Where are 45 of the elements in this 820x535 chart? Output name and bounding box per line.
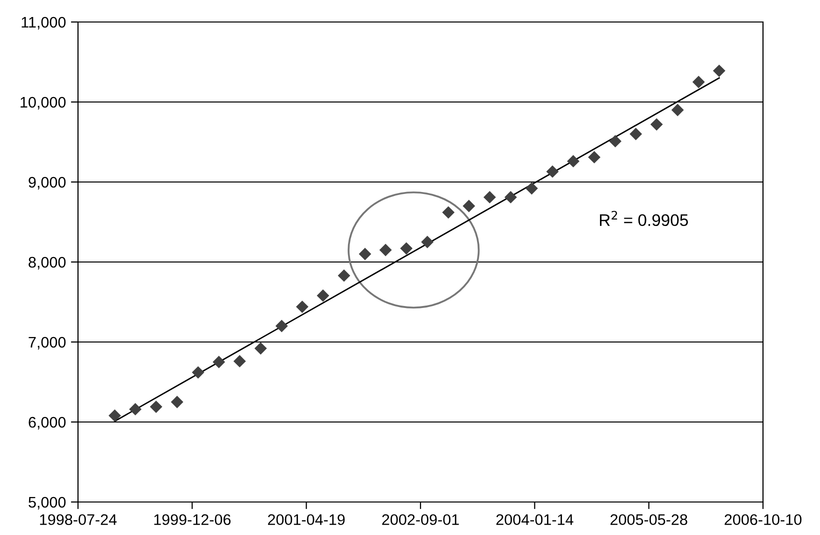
point bbox=[358, 248, 372, 260]
point bbox=[421, 236, 434, 248]
y-tick-label: 11,000 bbox=[22, 16, 66, 30]
point bbox=[525, 182, 538, 195]
point bbox=[192, 366, 204, 379]
point bbox=[275, 320, 288, 332]
y-tick-label: 5,000 bbox=[28, 496, 66, 510]
point bbox=[212, 356, 226, 368]
point bbox=[442, 206, 455, 219]
point bbox=[108, 409, 121, 422]
point bbox=[630, 128, 642, 140]
point bbox=[483, 190, 496, 204]
point bbox=[546, 165, 559, 178]
point bbox=[567, 154, 580, 168]
x-tick-label: 1999-12-06 bbox=[154, 514, 231, 526]
point bbox=[712, 64, 726, 78]
point bbox=[462, 200, 476, 212]
point bbox=[400, 242, 413, 255]
point bbox=[129, 402, 142, 416]
point bbox=[316, 289, 330, 302]
point bbox=[254, 342, 267, 355]
y-tick-label: 8,000 bbox=[28, 256, 66, 270]
point bbox=[692, 76, 705, 88]
x-tick-label: 1998-07-24 bbox=[40, 514, 117, 526]
y-tick-label: 9,000 bbox=[28, 176, 66, 190]
x-tick-label: 2006-10-10 bbox=[724, 514, 802, 526]
point bbox=[379, 244, 392, 256]
x-tick-label: 2002-09-01 bbox=[382, 514, 459, 526]
point bbox=[671, 104, 684, 116]
point bbox=[650, 118, 663, 131]
point bbox=[170, 396, 184, 408]
point bbox=[296, 300, 308, 314]
x-tick-label: 2005-05-28 bbox=[610, 514, 688, 526]
annotation: R$^{2}$ = 0.9905 bbox=[600, 210, 688, 226]
point bbox=[504, 190, 517, 204]
y-tick-label: 6,000 bbox=[28, 416, 66, 430]
point bbox=[338, 269, 350, 282]
point bbox=[233, 354, 246, 368]
x-tick-label: 2001-04-19 bbox=[268, 514, 345, 526]
point bbox=[150, 400, 162, 414]
point bbox=[588, 150, 600, 164]
y-tick-label: 10,000 bbox=[20, 96, 66, 110]
x-tick-label: 2004-01-14 bbox=[496, 514, 574, 526]
y-tick-label: 7,000 bbox=[28, 336, 66, 350]
point bbox=[609, 134, 622, 148]
